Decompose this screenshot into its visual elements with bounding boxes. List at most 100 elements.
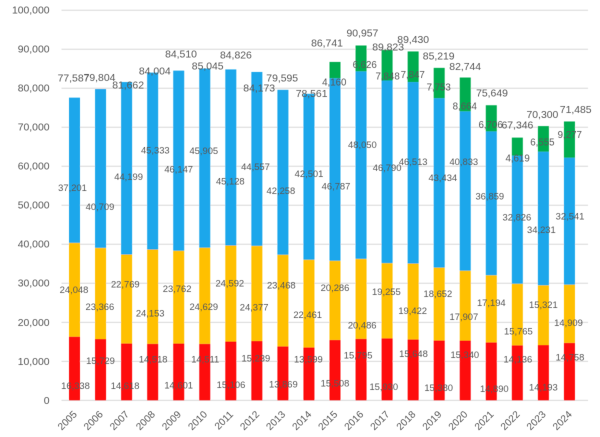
svg-text:10,000: 10,000 [18, 357, 50, 368]
svg-text:18,652: 18,652 [424, 288, 453, 299]
svg-text:15,729: 15,729 [86, 355, 115, 366]
svg-text:15,106: 15,106 [217, 379, 246, 390]
svg-text:84,173: 84,173 [243, 84, 275, 95]
svg-text:23,762: 23,762 [163, 283, 192, 294]
svg-text:14,193: 14,193 [529, 382, 558, 393]
svg-text:48,050: 48,050 [348, 139, 377, 150]
svg-text:89,823: 89,823 [372, 43, 404, 54]
svg-text:40,709: 40,709 [86, 201, 115, 212]
svg-text:15,648: 15,648 [399, 348, 428, 359]
svg-text:14,758: 14,758 [556, 352, 585, 363]
svg-text:15,930: 15,930 [369, 381, 398, 392]
svg-text:23,468: 23,468 [267, 280, 296, 291]
svg-text:19,422: 19,422 [398, 305, 427, 316]
svg-text:79,595: 79,595 [266, 74, 298, 85]
svg-text:32,826: 32,826 [503, 212, 532, 223]
svg-text:36,859: 36,859 [475, 191, 504, 202]
svg-text:46,513: 46,513 [399, 156, 428, 167]
svg-text:13,869: 13,869 [269, 379, 298, 390]
svg-text:0: 0 [44, 396, 50, 407]
svg-text:84,510: 84,510 [165, 49, 197, 60]
svg-text:9,277: 9,277 [558, 130, 582, 141]
svg-text:13,599: 13,599 [294, 354, 323, 365]
svg-text:46,147: 46,147 [164, 164, 193, 175]
svg-text:20,000: 20,000 [18, 318, 50, 329]
svg-text:14,518: 14,518 [139, 354, 168, 365]
svg-text:15,380: 15,380 [424, 382, 453, 393]
svg-text:22,769: 22,769 [111, 279, 140, 290]
svg-text:24,153: 24,153 [136, 308, 165, 319]
svg-text:77,587: 77,587 [58, 73, 90, 84]
svg-text:78,561: 78,561 [296, 89, 328, 100]
svg-text:24,048: 24,048 [60, 284, 89, 295]
svg-text:84,004: 84,004 [139, 67, 171, 78]
svg-text:80,000: 80,000 [18, 84, 50, 95]
svg-text:6,555: 6,555 [530, 138, 554, 149]
svg-text:15,765: 15,765 [504, 326, 533, 337]
svg-text:45,333: 45,333 [141, 145, 170, 156]
svg-text:67,346: 67,346 [502, 121, 534, 132]
svg-text:4,160: 4,160 [322, 78, 347, 89]
svg-text:8,664: 8,664 [453, 101, 478, 112]
svg-text:15,321: 15,321 [529, 299, 558, 310]
svg-text:6,706: 6,706 [478, 120, 502, 131]
svg-text:71,485: 71,485 [560, 105, 592, 116]
svg-text:23,366: 23,366 [86, 301, 115, 312]
svg-text:15,239: 15,239 [242, 353, 271, 364]
svg-text:85,219: 85,219 [423, 51, 455, 62]
svg-text:90,000: 90,000 [18, 45, 50, 56]
svg-text:84,826: 84,826 [220, 51, 252, 62]
svg-text:32,541: 32,541 [556, 211, 585, 222]
svg-text:46,790: 46,790 [373, 162, 402, 173]
svg-text:82,744: 82,744 [449, 62, 481, 73]
svg-text:37,201: 37,201 [58, 182, 87, 193]
svg-text:15,340: 15,340 [450, 349, 479, 360]
svg-text:7,848: 7,848 [375, 72, 399, 83]
svg-text:14,511: 14,511 [191, 354, 219, 365]
svg-text:20,486: 20,486 [348, 320, 377, 331]
svg-text:17,194: 17,194 [477, 297, 506, 308]
svg-text:42,501: 42,501 [295, 168, 324, 179]
svg-text:14,890: 14,890 [480, 383, 509, 394]
svg-text:70,000: 70,000 [18, 123, 50, 134]
svg-text:40,000: 40,000 [18, 240, 50, 251]
svg-text:7,753: 7,753 [427, 83, 451, 94]
svg-text:70,300: 70,300 [527, 110, 559, 121]
svg-text:85,045: 85,045 [192, 62, 224, 73]
svg-text:30,000: 30,000 [18, 279, 50, 290]
svg-text:60,000: 60,000 [18, 162, 50, 173]
svg-text:4,619: 4,619 [505, 154, 529, 165]
svg-text:100,000: 100,000 [12, 6, 50, 17]
svg-text:22,461: 22,461 [293, 309, 322, 320]
svg-text:6,626: 6,626 [353, 60, 377, 71]
svg-text:17,907: 17,907 [450, 311, 479, 322]
svg-text:24,377: 24,377 [240, 302, 269, 313]
svg-text:43,434: 43,434 [428, 172, 457, 183]
svg-text:50,000: 50,000 [18, 201, 50, 212]
svg-text:81,662: 81,662 [112, 80, 144, 91]
svg-text:14,909: 14,909 [554, 317, 583, 328]
svg-text:42,258: 42,258 [267, 185, 296, 196]
svg-text:44,557: 44,557 [241, 161, 270, 172]
svg-text:75,649: 75,649 [476, 89, 508, 100]
svg-text:45,128: 45,128 [216, 176, 245, 187]
svg-text:44,199: 44,199 [114, 171, 143, 182]
svg-text:79,804: 79,804 [84, 73, 116, 84]
svg-text:24,629: 24,629 [189, 301, 218, 312]
svg-text:15,795: 15,795 [344, 350, 373, 361]
svg-text:14,618: 14,618 [111, 380, 140, 391]
svg-text:15,508: 15,508 [321, 378, 350, 389]
svg-text:20,286: 20,286 [321, 282, 350, 293]
svg-text:45,905: 45,905 [189, 145, 218, 156]
svg-text:14,601: 14,601 [164, 380, 193, 391]
svg-text:7,847: 7,847 [401, 70, 425, 81]
svg-text:16,338: 16,338 [61, 380, 90, 391]
svg-text:19,255: 19,255 [372, 286, 401, 297]
svg-text:40,833: 40,833 [449, 156, 478, 167]
svg-text:86,741: 86,741 [311, 39, 343, 50]
svg-text:90,957: 90,957 [347, 28, 379, 39]
svg-text:46,787: 46,787 [322, 180, 351, 191]
svg-text:14,136: 14,136 [504, 354, 533, 365]
svg-text:24,592: 24,592 [215, 277, 244, 288]
svg-text:34,231: 34,231 [527, 224, 556, 235]
